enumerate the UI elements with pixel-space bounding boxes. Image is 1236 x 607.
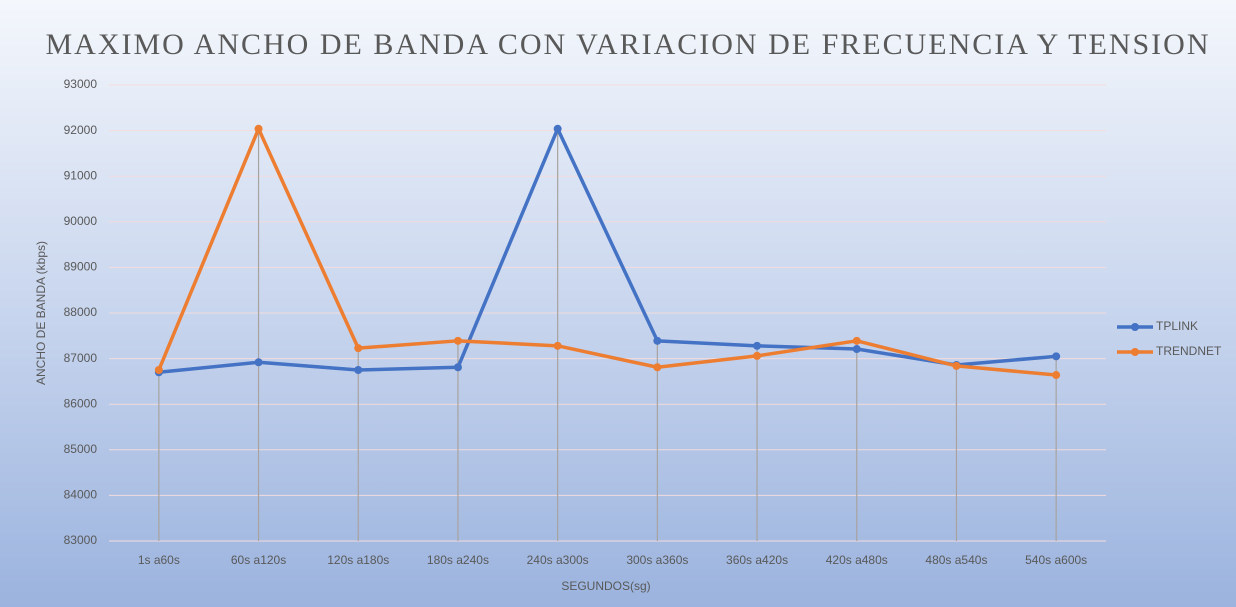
y-tick-label: 91000 (64, 168, 98, 182)
point (653, 336, 662, 345)
y-tick-label: 87000 (64, 351, 98, 365)
point (753, 351, 762, 360)
point (254, 358, 263, 367)
x-tick-label: 1s a60s (138, 553, 180, 567)
legend-marker (1131, 348, 1139, 356)
x-tick-label: 120s a180s (327, 553, 389, 567)
y-tick-label: 89000 (64, 260, 98, 274)
x-axis-label: SEGUNDOS(sg) (561, 579, 650, 593)
x-tick-label: 240s a300s (527, 553, 589, 567)
y-tick-label: 86000 (64, 396, 98, 410)
point (653, 363, 662, 372)
chart-title: MAXIMO ANCHO DE BANDA CON VARIACION DE F… (45, 28, 1210, 61)
point (1052, 371, 1061, 380)
point (753, 341, 762, 350)
x-tick-label: 540s a600s (1025, 553, 1087, 567)
y-axis-label: ANCHO DE BANDA (kbps) (34, 241, 48, 385)
y-tick-label: 84000 (64, 488, 98, 502)
y-tick-label: 83000 (64, 533, 98, 547)
point (852, 336, 861, 345)
point (453, 363, 462, 372)
x-tick-label: 360s a420s (726, 553, 788, 567)
x-tick-label: 300s a360s (626, 553, 688, 567)
legend-label: TRENDNET (1156, 344, 1222, 358)
point (553, 341, 562, 350)
y-tick-label: 92000 (64, 123, 98, 137)
x-tick-label: 180s a240s (427, 553, 489, 567)
y-tick-label: 88000 (64, 305, 98, 319)
x-tick-label: 60s a120s (231, 553, 286, 567)
y-tick-label: 90000 (64, 214, 98, 228)
series-line (158, 127, 1057, 375)
point (453, 336, 462, 345)
point (254, 124, 263, 133)
x-tick-label: 420s a480s (826, 553, 888, 567)
x-tick-label: 480s a540s (925, 553, 987, 567)
point (952, 361, 961, 370)
legend-marker (1131, 323, 1139, 331)
point (1052, 352, 1061, 361)
point (354, 366, 363, 374)
y-tick-label: 93000 (64, 77, 98, 91)
y-tick-label: 85000 (64, 442, 98, 456)
point (852, 345, 861, 354)
point (354, 344, 363, 353)
point (154, 366, 163, 374)
legend-label: TPLINK (1156, 319, 1198, 333)
series-line (157, 127, 1057, 377)
point (553, 124, 562, 133)
